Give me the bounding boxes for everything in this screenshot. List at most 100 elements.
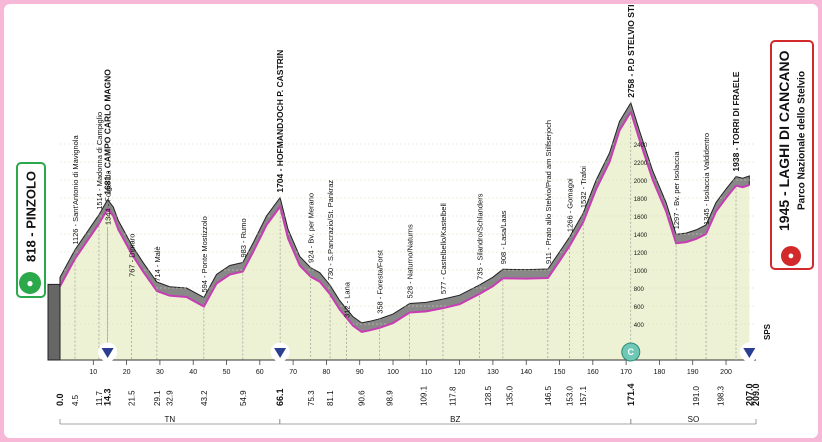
landmark-label: 714 - Malè <box>153 246 162 281</box>
decade-tick-label: 180 <box>654 369 666 376</box>
landmark-label: 908 - Lasa/Laas <box>499 210 508 264</box>
start-label: 818 - PINZOLO <box>23 170 39 262</box>
km-tick-label: 81.1 <box>326 390 335 406</box>
km-tick-label: 32.9 <box>166 390 175 406</box>
km-tick-label: 4.5 <box>71 394 80 406</box>
landmark-label: 1126 - Sant'Antonio di Mavignola <box>71 135 80 245</box>
alt-tick-label: 1200 <box>634 251 648 257</box>
decade-tick-label: 70 <box>289 369 297 376</box>
alt-tick-label: 1000 <box>634 269 648 275</box>
decade-tick-label: 30 <box>156 369 164 376</box>
km-tick-label: 66.1 <box>275 388 285 406</box>
km-tick-label: 43.2 <box>200 390 209 406</box>
landmark-label: 1297 - Bv. per Isolaccia <box>672 151 681 230</box>
alt-tick-label: 1400 <box>634 233 648 239</box>
km-tick-label: 128.5 <box>484 385 493 406</box>
alt-tick-label: 2200 <box>634 161 648 167</box>
finish-sign: 1945 - LAGHI DI CANCANO Parco Nazionale … <box>770 40 814 270</box>
sprint-marker <box>621 342 641 362</box>
km-tick-label: 29.1 <box>153 390 162 406</box>
landmark-label: 735 - Silandro/Schlanders <box>476 193 485 280</box>
alt-tick-label: 800 <box>634 287 645 293</box>
decade-tick-label: 50 <box>223 369 231 376</box>
km-tick-label: 90.6 <box>358 390 367 406</box>
decade-tick-label: 60 <box>256 369 264 376</box>
km-tick-label: 11.7 <box>95 390 104 406</box>
landmark-label: 1938 - TORRI DI FRAELE <box>731 71 741 171</box>
decade-tick-label: 200 <box>720 369 732 376</box>
alt-tick-label: 2400 <box>634 143 648 149</box>
landmark-label: 2758 - P.D STELVIO STILFSERJOCH <box>626 4 636 98</box>
decade-tick-label: 150 <box>554 369 566 376</box>
decade-tick-label: 110 <box>421 369 432 376</box>
landmark-label: 730 - S.Pancrazio/St. Pankraz <box>326 180 335 281</box>
km-tick-label: 135.0 <box>506 385 515 406</box>
landmark-label: 312 - Lana <box>342 281 351 318</box>
km-tick-label: 54.9 <box>239 390 248 406</box>
sps-label: SPS <box>763 323 772 340</box>
landmark-label: 1514 - Madonna di Campiglio <box>95 112 104 210</box>
landmark-label: 924 - Bv. per Merano <box>307 193 316 263</box>
km-tick-label: 109.1 <box>419 385 428 406</box>
decade-tick-label: 80 <box>323 369 331 376</box>
decade-tick-label: 20 <box>123 369 131 376</box>
landmark-label: 1681 - CAMPO CARLO MAGNO <box>103 69 113 195</box>
start-sign: 818 - PINZOLO ● <box>16 162 46 298</box>
km-tick-label: 171.4 <box>626 383 636 406</box>
km-tick-label: 198.3 <box>716 385 725 406</box>
km-tick-label: 75.3 <box>307 390 316 406</box>
stage-profile-frame: 400 600 800 1000 1200 1400 1600 1800 2000 2200 240… <box>4 4 818 438</box>
landmark-label: 577 - Castelbello/Kastelbell <box>439 203 448 294</box>
decade-tick-label: 140 <box>520 369 532 376</box>
alt-tick-label: 600 <box>634 305 645 311</box>
alt-tick-label: 1800 <box>634 197 648 203</box>
decade-tick-label: 130 <box>487 369 499 376</box>
km-tick-label: 0.0 <box>55 393 65 406</box>
km-tick-label: 157.1 <box>579 385 588 406</box>
decade-tick-label: 100 <box>387 369 399 376</box>
region-label: SO <box>688 415 700 424</box>
decade-tick-label: 170 <box>620 369 632 376</box>
region-label: TN <box>165 415 176 424</box>
km-tick-label: 153.0 <box>566 385 575 406</box>
landmark-label: 1532 - Trafoi <box>579 166 588 208</box>
alt-tick-label: 1600 <box>634 215 648 221</box>
km-tick-label: 146.5 <box>544 385 553 406</box>
landmark-label: 594 - Ponte Mostizzolo <box>200 216 209 292</box>
landmark-label: 1345 - Isolaccia Valdidentro <box>702 133 711 225</box>
km-tick-label: 207.0 <box>744 383 754 406</box>
climb-marker-icon <box>101 348 114 358</box>
start-wall <box>47 283 61 361</box>
decade-tick-label: 90 <box>356 369 364 376</box>
landmark-label: 983 - Rumo <box>239 218 248 257</box>
intermediate-marker-label: C <box>628 347 635 357</box>
decade-tick-label: 10 <box>89 369 97 376</box>
profile-area <box>60 111 750 360</box>
alt-tick-label: 2000 <box>634 179 648 185</box>
decade-tick-label: 160 <box>587 369 599 376</box>
km-tick-label: 14.3 <box>103 388 113 406</box>
landmark-label: 358 - Foresta/Forst <box>376 249 385 314</box>
landmark-label: 1704 - HOFMANDJOCH P. CASTRIN <box>275 50 285 193</box>
elevation-profile: 400 600 800 1000 1200 1400 1600 1800 2000 2200 240… <box>47 4 772 425</box>
decade-tick-label: 190 <box>687 369 699 376</box>
decade-tick-label: 40 <box>189 369 197 376</box>
climb-marker-icon <box>743 348 756 358</box>
finish-subtitle: Parco Nazionale dello Stelvio <box>796 71 808 211</box>
alt-tick-label: 400 <box>634 323 645 329</box>
km-tick-label: 117.8 <box>448 386 457 406</box>
landmark-label: 767 - Dimaro <box>128 234 137 277</box>
landmark-label: 528 - Naturno/Naturns <box>406 224 415 298</box>
km-tick-label: 209.0 <box>751 383 761 406</box>
km-tick-label: 98.9 <box>385 390 394 406</box>
climb-marker-icon <box>274 348 287 358</box>
km-tick-label: 191.0 <box>692 385 701 406</box>
landmark-label: 911 - Prato allo Stelvio/Prad am Stilfse… <box>544 120 553 264</box>
finish-title: 1945 - LAGHI DI CANCANO <box>776 50 792 232</box>
km-tick-label: 21.5 <box>128 390 137 406</box>
landmark-label: 1266 - Gomagoi <box>566 178 575 232</box>
finish-icon: ● <box>781 246 801 266</box>
landmark-label: 1344 - Folgarida <box>104 170 113 225</box>
region-label: BZ <box>450 415 460 424</box>
decade-tick-label: 120 <box>454 369 466 376</box>
